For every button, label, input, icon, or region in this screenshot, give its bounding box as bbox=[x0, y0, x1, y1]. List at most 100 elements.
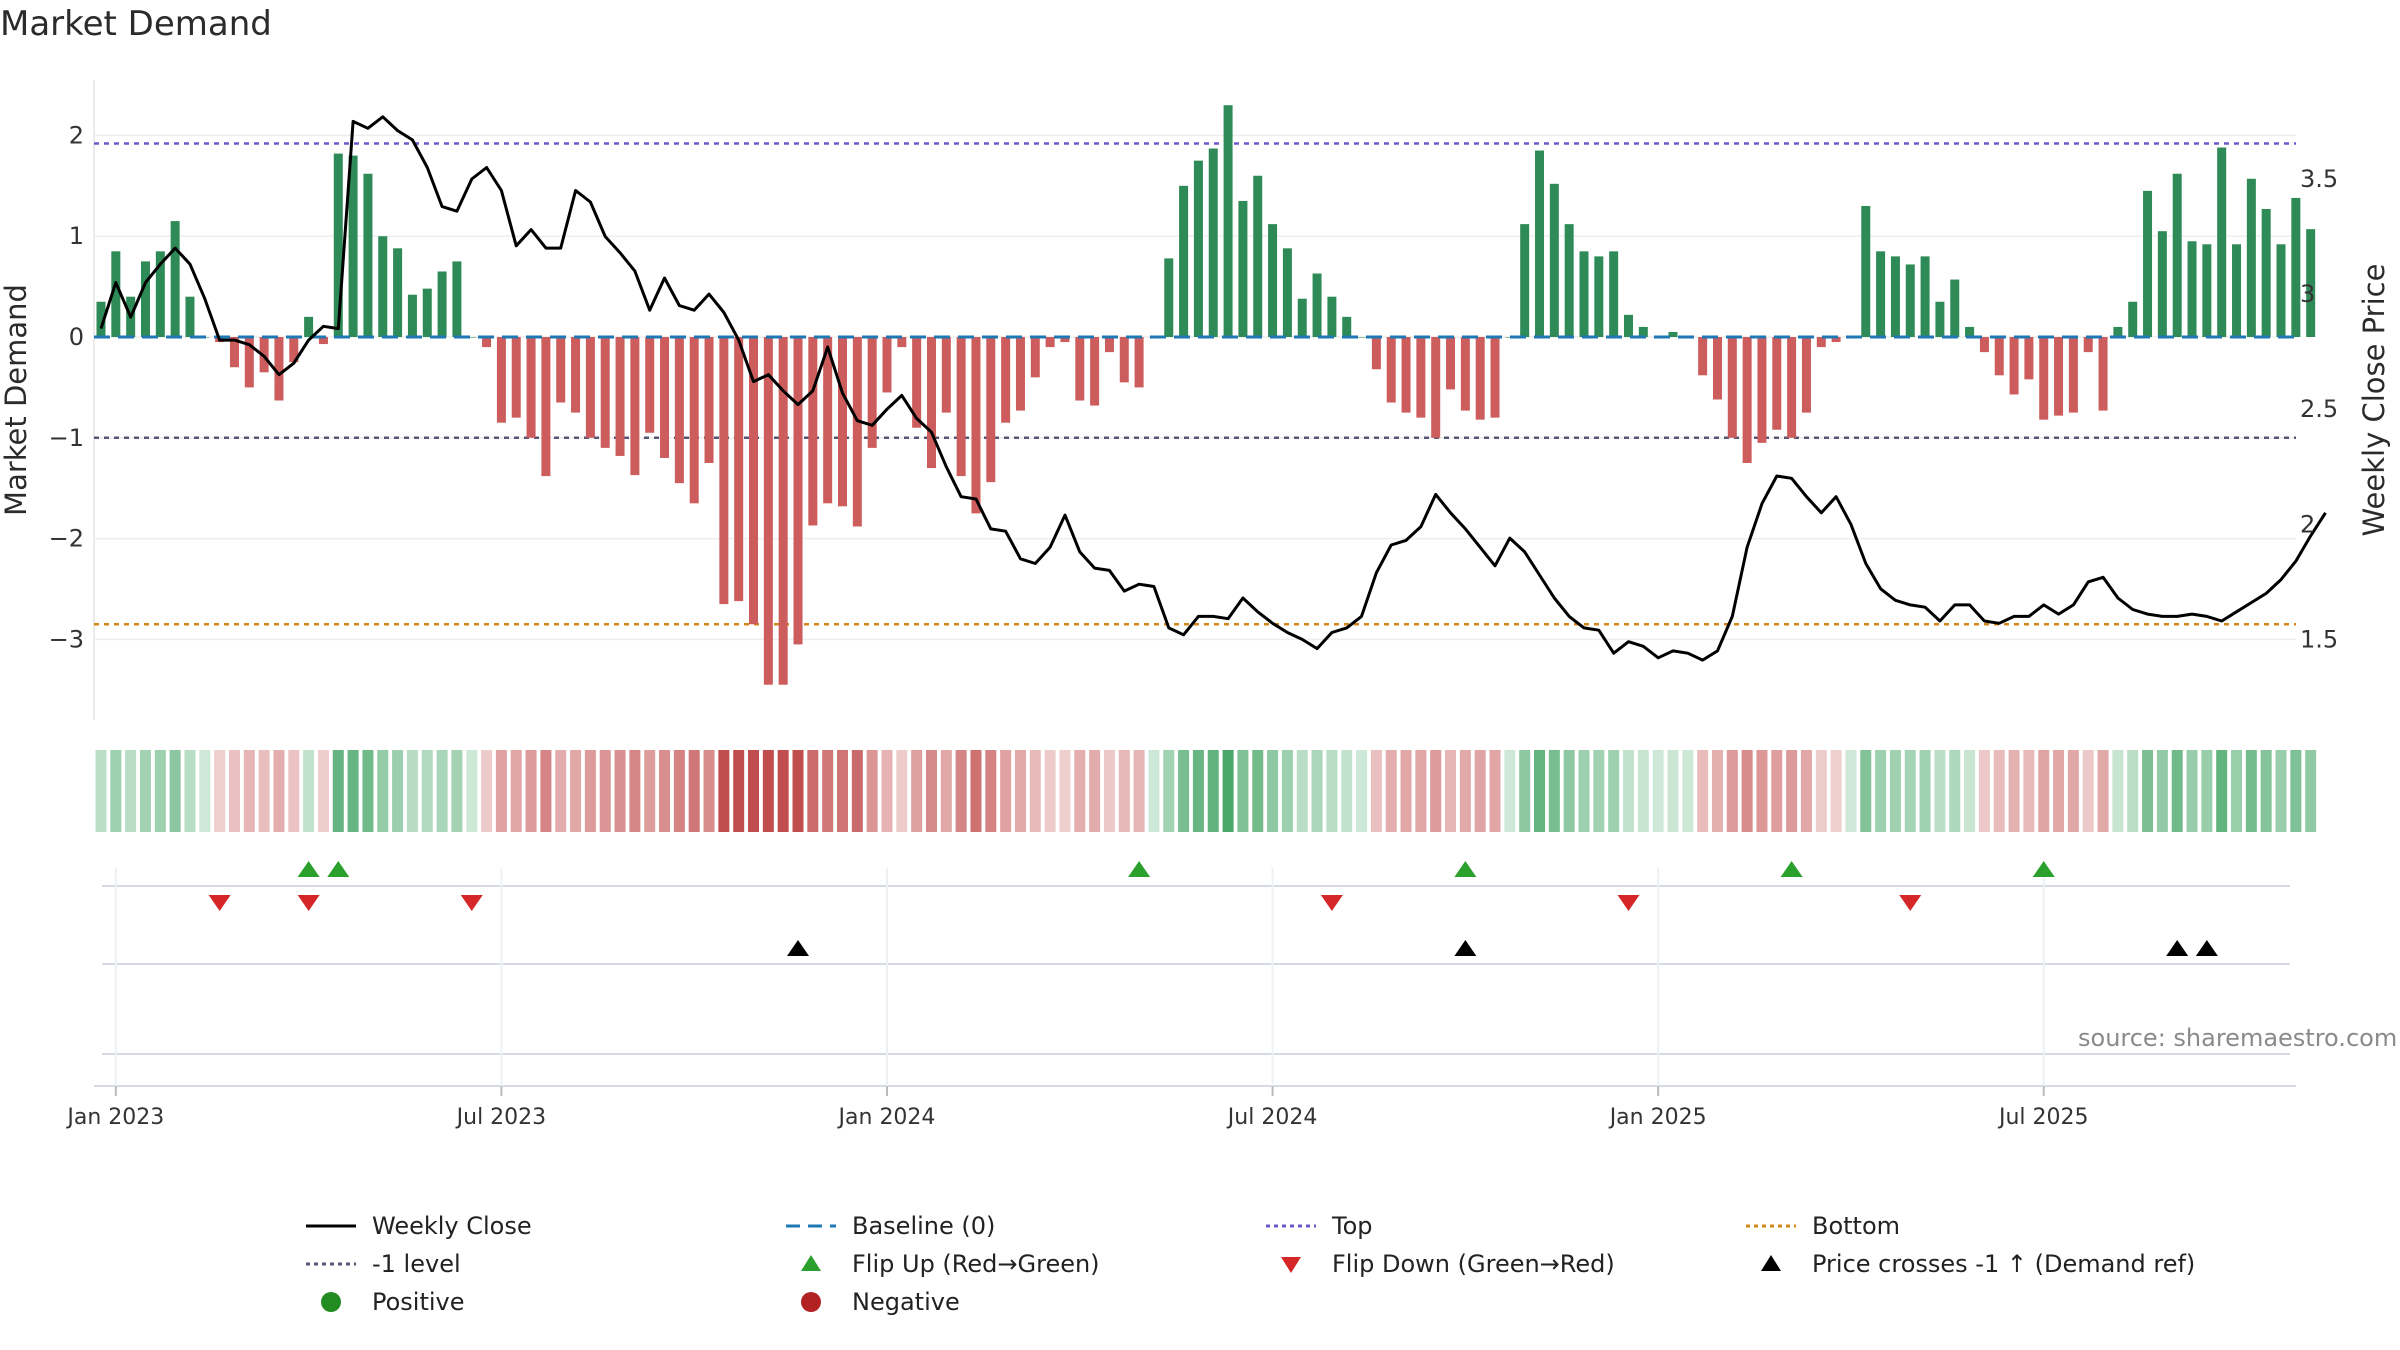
demand-bar bbox=[2024, 337, 2034, 380]
heat-cell bbox=[1726, 750, 1738, 832]
demand-bar bbox=[645, 337, 655, 433]
heat-cell bbox=[2216, 750, 2228, 832]
flip-up-marker bbox=[1454, 861, 1477, 877]
heat-cell bbox=[1786, 750, 1798, 832]
heat-cell bbox=[1845, 750, 1857, 832]
demand-bar bbox=[1401, 337, 1411, 413]
demand-bar bbox=[749, 337, 759, 625]
demand-bar bbox=[1282, 248, 1292, 338]
left-tick-label: −2 bbox=[49, 525, 84, 553]
left-tick-label: −3 bbox=[49, 625, 84, 653]
demand-bar bbox=[1104, 337, 1114, 353]
demand-bar bbox=[1668, 331, 1678, 338]
demand-bar bbox=[793, 337, 803, 645]
heat-cell bbox=[1830, 750, 1842, 832]
heat-cell bbox=[1593, 750, 1605, 832]
right-tick-label: 1.5 bbox=[2300, 625, 2338, 653]
demand-bar bbox=[778, 337, 788, 685]
heat-cell bbox=[288, 750, 300, 832]
right-tick-label: 3.5 bbox=[2300, 165, 2338, 193]
heat-cell bbox=[733, 750, 745, 832]
heat-cell bbox=[2245, 750, 2257, 832]
green-dot-icon bbox=[300, 1287, 362, 1317]
triangle-down-icon bbox=[1260, 1249, 1322, 1279]
heat-cell bbox=[629, 750, 641, 832]
demand-bar bbox=[1965, 326, 1975, 338]
heat-cell bbox=[1652, 750, 1664, 832]
price-cross-marker bbox=[2166, 940, 2189, 956]
heat-cell bbox=[1875, 750, 1887, 832]
legend-label: Weekly Close bbox=[372, 1212, 532, 1240]
heat-cell bbox=[1400, 750, 1412, 832]
flip-down-marker bbox=[297, 895, 320, 911]
heat-cell bbox=[303, 750, 315, 832]
heat-cell bbox=[659, 750, 671, 832]
demand-bar bbox=[1801, 337, 1811, 413]
dotted-line-icon bbox=[1740, 1211, 1802, 1241]
demand-bar bbox=[2068, 337, 2078, 413]
red-dot-icon bbox=[780, 1287, 842, 1317]
heat-cell bbox=[1800, 750, 1812, 832]
demand-bar bbox=[467, 337, 477, 338]
heat-cell bbox=[110, 750, 122, 832]
heat-cell bbox=[1222, 750, 1234, 832]
demand-bar bbox=[719, 337, 729, 605]
heat-cell bbox=[1356, 750, 1368, 832]
demand-bar bbox=[1342, 316, 1352, 338]
demand-bar bbox=[2306, 229, 2316, 338]
demand-bar bbox=[689, 337, 699, 504]
heat-cell bbox=[377, 750, 389, 832]
heat-cell bbox=[1637, 750, 1649, 832]
heat-cell bbox=[199, 750, 211, 832]
demand-bar bbox=[378, 236, 388, 338]
heat-cell bbox=[1178, 750, 1190, 832]
demand-bar bbox=[185, 296, 195, 338]
demand-bar bbox=[1549, 183, 1559, 338]
demand-bar bbox=[407, 294, 417, 338]
demand-bar bbox=[1371, 337, 1381, 370]
legend-item-weekly-close: Weekly Close bbox=[300, 1208, 532, 1244]
heat-cell bbox=[2008, 750, 2020, 832]
heat-cell bbox=[2082, 750, 2094, 832]
demand-bar bbox=[318, 337, 328, 345]
demand-bar bbox=[1015, 337, 1025, 411]
demand-bar bbox=[1757, 337, 1767, 443]
flip-up-marker bbox=[327, 861, 350, 877]
heat-cell bbox=[1133, 750, 1145, 832]
legend-label: Flip Up (Red→Green) bbox=[852, 1250, 1100, 1278]
demand-bar bbox=[1312, 273, 1322, 338]
demand-bar bbox=[1787, 337, 1797, 438]
heat-cell bbox=[1044, 750, 1056, 832]
heat-cell bbox=[1445, 750, 1457, 832]
heat-cell bbox=[421, 750, 433, 832]
heat-cell bbox=[214, 750, 226, 832]
right-tick-label: 2 bbox=[2300, 510, 2315, 538]
heat-cell bbox=[273, 750, 285, 832]
left-y-ticks: 2 1 0 −1 −2 −3 bbox=[49, 121, 84, 653]
demand-bar bbox=[1712, 337, 1722, 400]
flip-up-marker bbox=[297, 861, 320, 877]
demand-bar bbox=[912, 337, 922, 428]
heat-cell bbox=[2023, 750, 2035, 832]
heat-cell bbox=[1548, 750, 1560, 832]
heat-cell bbox=[1860, 750, 1872, 832]
x-tick-label: Jul 2025 bbox=[1997, 1105, 2089, 1130]
demand-bar bbox=[2113, 326, 2123, 338]
heat-cell bbox=[1296, 750, 1308, 832]
demand-bar bbox=[1416, 337, 1426, 418]
demand-bar bbox=[600, 337, 610, 448]
demand-bar bbox=[2261, 209, 2271, 338]
demand-bar bbox=[1876, 251, 1886, 338]
heat-cell bbox=[2171, 750, 2183, 832]
demand-bar bbox=[437, 271, 447, 338]
demand-bar bbox=[1594, 256, 1604, 338]
heat-cell bbox=[1741, 750, 1753, 832]
heat-cell bbox=[1815, 750, 1827, 832]
demand-bar bbox=[1327, 296, 1337, 338]
demand-bar bbox=[2202, 244, 2212, 338]
demand-bar bbox=[956, 337, 966, 477]
heat-cell bbox=[1163, 750, 1175, 832]
demand-bar bbox=[348, 155, 358, 338]
heat-cell bbox=[1697, 750, 1709, 832]
flip-up-marker bbox=[1128, 861, 1151, 877]
